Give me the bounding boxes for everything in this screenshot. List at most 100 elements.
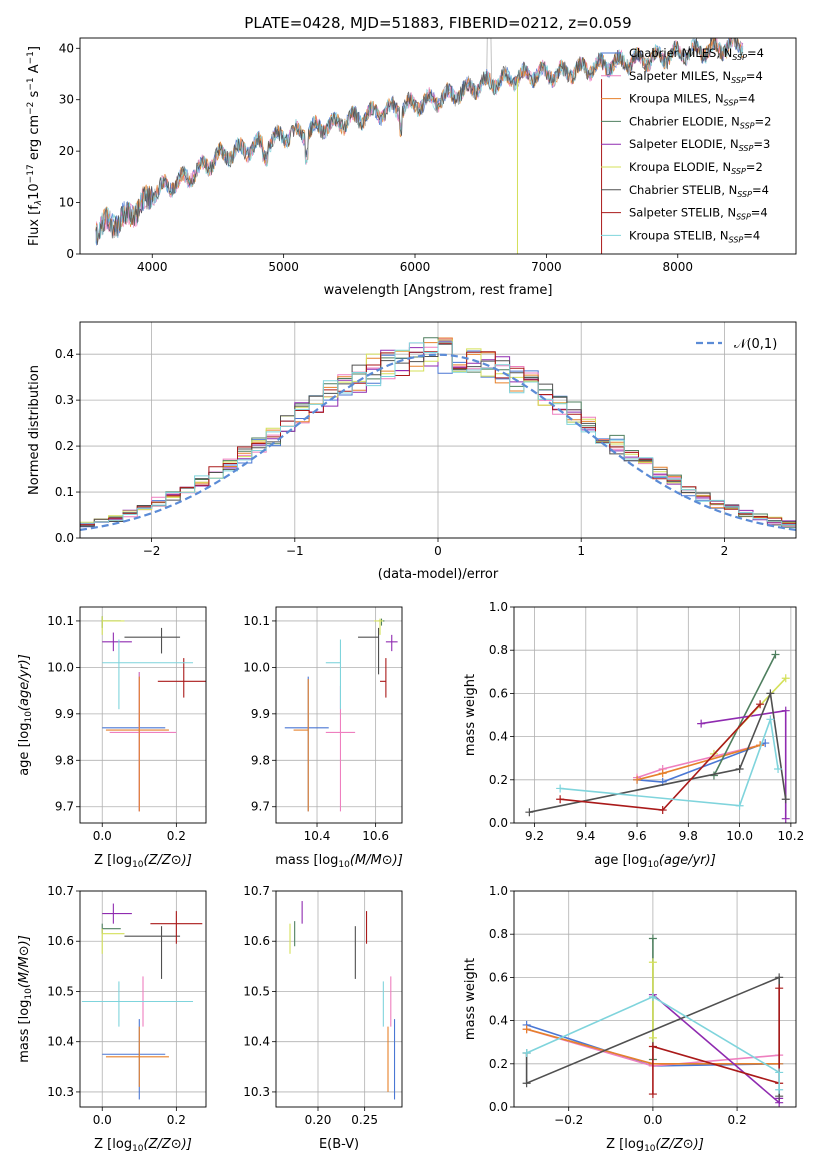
text-layer: 4000 5000 6000 7000 8000010203040PLATE=0428,… xyxy=(17,14,804,1154)
label-part: SSP xyxy=(740,121,755,130)
y-tick-label: 0.0 xyxy=(489,816,508,830)
label-part: 10 xyxy=(647,860,659,870)
x-tick-label: 8000 xyxy=(662,260,693,274)
clipped-group xyxy=(80,337,796,531)
y-axis-label: age [log10(age/yr)] xyxy=(17,654,34,776)
legend-entry: Chabrier MILES, NSSP=4 xyxy=(629,46,764,62)
y-tick-label: 9.9 xyxy=(251,707,270,721)
label-part: mass [log xyxy=(17,1000,32,1063)
histogram-step xyxy=(80,341,796,526)
x-axis-label: Z [log10(Z/Z⊙)] xyxy=(606,1137,704,1154)
label-part: Chabrier ELODIE, N xyxy=(629,114,740,128)
x-tick-label: −1 xyxy=(286,544,304,558)
x-tick-label: 0.0 xyxy=(643,1113,662,1127)
y-tick-label: 10.3 xyxy=(243,1085,270,1099)
axes-frame xyxy=(79,890,207,1108)
legend-entry: Salpeter MILES, NSSP=4 xyxy=(629,69,763,85)
y-tick-label: 0.0 xyxy=(55,531,74,545)
x-tick-label: 9.4 xyxy=(576,829,595,843)
label-part: −17 xyxy=(26,164,36,183)
label-part: = xyxy=(746,160,756,174)
clipped-group xyxy=(81,903,203,1100)
label-part: (M/M⊙)] xyxy=(350,853,403,868)
x-axis-label: Z [log10(Z/Z⊙)] xyxy=(94,1137,192,1154)
label-part: SSP xyxy=(736,213,751,222)
y-tick-label: 0.8 xyxy=(489,643,508,657)
weight-marker xyxy=(648,958,657,967)
y-tick-label: 30 xyxy=(59,93,74,107)
label-part: ] xyxy=(27,46,42,51)
y-tick-label: 0.6 xyxy=(489,970,508,984)
label-part: 10 xyxy=(644,1144,656,1154)
y-tick-label: 10 xyxy=(59,196,74,210)
clipped-group xyxy=(522,934,784,1107)
y-tick-label: 10.3 xyxy=(47,1085,74,1099)
label-part: 2 xyxy=(755,160,762,174)
label-part: SSP xyxy=(739,144,754,153)
weight-marker xyxy=(781,674,790,683)
legend-entry: Chabrier ELODIE, NSSP=2 xyxy=(629,114,771,130)
y-tick-label: 10.7 xyxy=(47,884,74,898)
y-tick-label: 10.5 xyxy=(243,984,270,998)
legend-entry: Kroupa STELIB, NSSP=4 xyxy=(629,228,760,244)
clipped-group xyxy=(95,38,744,254)
grid-layer xyxy=(80,322,796,1108)
weight-marker xyxy=(766,689,775,698)
label-part: Kroupa MILES, N xyxy=(629,92,724,106)
y-axis-label: mass weight xyxy=(463,958,478,1040)
y-tick-label: 0.8 xyxy=(489,927,508,941)
label-part: = xyxy=(738,92,748,106)
x-tick-label: 9.2 xyxy=(525,829,544,843)
axes-frame xyxy=(513,890,797,1108)
y-tick-label: 10.1 xyxy=(47,614,74,628)
label-part: 4 xyxy=(753,228,760,242)
x-tick-label: 10.6 xyxy=(362,829,389,843)
label-part: −1 xyxy=(26,77,36,90)
y-tick-label: 10.0 xyxy=(243,660,270,674)
clipped-group xyxy=(525,650,790,823)
label-part: 10 xyxy=(338,860,350,870)
axes-frame xyxy=(275,606,403,824)
label-part: age [log xyxy=(594,853,647,868)
x-axis-label: mass [log10(M/M⊙)] xyxy=(275,853,403,870)
x-tick-label: 9.6 xyxy=(628,829,647,843)
weight-marker xyxy=(766,715,775,724)
weight-marker xyxy=(781,795,790,804)
label-part: 4 xyxy=(757,46,764,60)
clipped-group xyxy=(101,616,206,812)
label-part: 4 xyxy=(748,92,755,106)
y-tick-label: 0.1 xyxy=(55,485,74,499)
label-part: −2 xyxy=(26,102,36,115)
axes-layer xyxy=(76,37,797,1111)
label-part: mass [log xyxy=(275,853,338,868)
label-part: s xyxy=(27,90,42,101)
x-tick-label: 2 xyxy=(721,544,729,558)
label-part: = xyxy=(747,46,757,60)
x-tick-label: −0.2 xyxy=(554,1113,583,1127)
y-tick-label: 10.7 xyxy=(243,884,270,898)
x-tick-label: 10.0 xyxy=(726,829,753,843)
legend-entry: Kroupa MILES, NSSP=4 xyxy=(629,92,755,108)
label-part: Kroupa STELIB, N xyxy=(629,228,729,242)
label-part: λ xyxy=(34,200,44,206)
x-tick-label: 5000 xyxy=(268,260,299,274)
y-tick-label: 1.0 xyxy=(489,600,508,614)
label-part: = xyxy=(746,69,756,83)
label-part: SSP xyxy=(731,167,746,176)
y-tick-label: 0.0 xyxy=(489,1100,508,1114)
x-tick-label: −2 xyxy=(143,544,161,558)
label-part: Flux [f xyxy=(27,205,42,246)
y-axis-label: mass weight xyxy=(463,674,478,756)
y-axis-label: Normed distribution xyxy=(27,365,42,495)
weight-marker xyxy=(781,706,790,715)
x-axis-label: E(B-V) xyxy=(319,1137,359,1152)
weight-marker xyxy=(648,992,657,1001)
label-part: 3 xyxy=(763,137,770,151)
label-part: 10 xyxy=(132,1144,144,1154)
label-part: (M/M⊙)] xyxy=(17,935,32,988)
label-part: (age/yr)] xyxy=(17,654,32,711)
x-tick-label: 0.0 xyxy=(93,1113,112,1127)
x-tick-label: 0.0 xyxy=(93,829,112,843)
label-part: (Z/Z⊙)] xyxy=(656,1137,704,1152)
label-part: Salpeter ELODIE, N xyxy=(629,137,739,151)
